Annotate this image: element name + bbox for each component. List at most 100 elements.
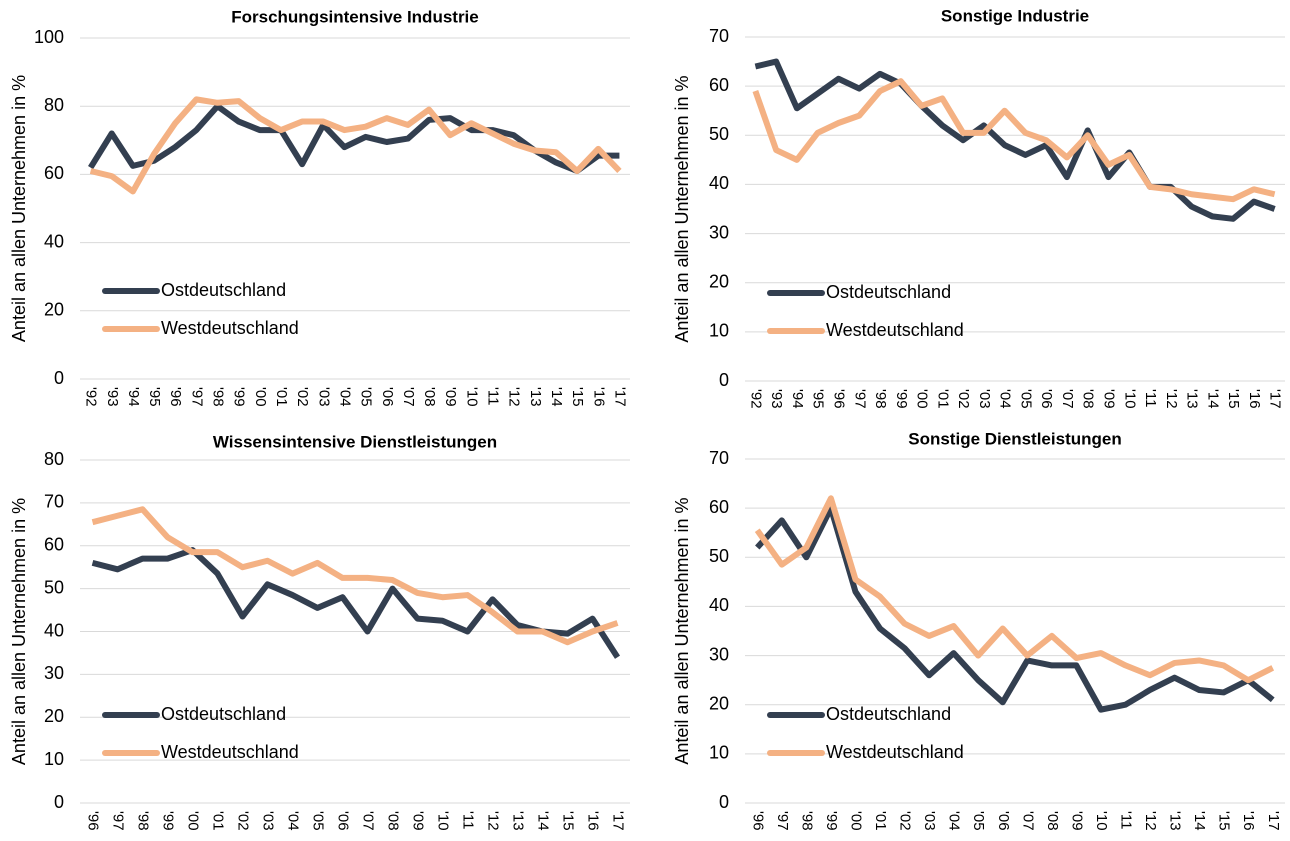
x-tick-label: '98 (798, 811, 815, 831)
x-tick-label: '17 (611, 387, 628, 407)
x-tick-label: '00 (252, 387, 269, 407)
x-tick-label: '03 (260, 811, 277, 831)
series-line (91, 547, 621, 659)
y-tick-label: 100 (34, 27, 64, 47)
y-tick-label: 20 (709, 271, 729, 291)
y-tick-label: 10 (44, 749, 64, 769)
y-tick-label: 20 (44, 300, 64, 320)
x-tick-label: '10 (463, 387, 480, 407)
y-tick-label: 30 (44, 663, 64, 683)
x-tick-label: '15 (1225, 389, 1242, 409)
x-tick-label: '94 (125, 387, 142, 407)
legend-label: Ostdeutschland (826, 704, 951, 724)
x-tick-label: '10 (1093, 811, 1110, 831)
x-tick-label: '04 (997, 389, 1014, 409)
y-tick-label: 0 (719, 370, 729, 390)
x-tick-label: '98 (135, 811, 152, 831)
x-tick-label: '17 (610, 811, 627, 831)
x-tick-label: '97 (774, 811, 791, 831)
legend-label: Ostdeutschland (826, 282, 951, 302)
x-tick-label: '09 (442, 387, 459, 407)
x-tick-label: '10 (1121, 389, 1138, 409)
x-tick-label: '93 (768, 389, 785, 409)
x-tick-label: '03 (921, 811, 938, 831)
x-tick-label: '11 (460, 811, 477, 829)
x-tick-label: '17 (1265, 811, 1282, 831)
x-tick-label: '07 (1019, 811, 1036, 831)
x-tick-label: '16 (1246, 389, 1263, 409)
x-tick-label: '15 (569, 387, 586, 407)
x-tick-label: '02 (897, 811, 914, 831)
x-tick-label: '16 (590, 387, 607, 407)
x-tick-label: '99 (160, 811, 177, 831)
legend-label: Ostdeutschland (161, 704, 286, 724)
y-tick-label: 70 (709, 448, 729, 468)
x-tick-label: '06 (335, 811, 352, 831)
y-axis-label: Anteil an allen Unternehmen in % (9, 498, 29, 765)
y-axis-label: Anteil an allen Unternehmen in % (672, 497, 692, 764)
chart-title: Forschungsintensive Industrie (231, 7, 479, 26)
series-line (754, 495, 1275, 684)
y-tick-label: 20 (709, 693, 729, 713)
x-tick-label: '07 (400, 387, 417, 407)
x-tick-label: '98 (210, 387, 227, 407)
series-line (755, 505, 1275, 713)
x-tick-label: '00 (847, 811, 864, 831)
x-tick-label: '03 (976, 389, 993, 409)
y-tick-label: 40 (709, 173, 729, 193)
legend-label: Westdeutschland (826, 742, 964, 762)
series-line (754, 58, 1276, 222)
x-tick-label: '92 (747, 389, 764, 409)
x-tick-label: '12 (1163, 389, 1180, 409)
x-tick-label: '11 (1117, 811, 1134, 829)
y-tick-label: 60 (44, 163, 64, 183)
x-tick-label: '04 (285, 811, 302, 831)
x-tick-label: '95 (810, 389, 827, 409)
y-tick-label: 0 (719, 792, 729, 812)
x-tick-label: '97 (110, 811, 127, 831)
y-tick-label: 50 (709, 546, 729, 566)
series-line (752, 78, 1276, 203)
x-tick-label: '04 (336, 387, 353, 407)
y-tick-label: 10 (709, 743, 729, 763)
x-tick-label: '14 (1191, 811, 1208, 831)
x-tick-label: '99 (893, 389, 910, 409)
x-tick-label: '02 (955, 389, 972, 409)
x-tick-label: '05 (310, 811, 327, 831)
x-tick-label: '16 (1240, 811, 1257, 831)
x-tick-label: '08 (421, 387, 438, 407)
y-axis-label: Anteil an allen Unternehmen in % (9, 75, 29, 342)
x-tick-label: '08 (1044, 811, 1061, 831)
x-tick-label: '13 (1184, 389, 1201, 409)
x-tick-label: '02 (235, 811, 252, 831)
x-tick-label: '04 (946, 811, 963, 831)
y-tick-label: 40 (44, 620, 64, 640)
y-tick-label: 30 (709, 644, 729, 664)
y-tick-label: 40 (709, 595, 729, 615)
series-line (91, 506, 619, 646)
x-tick-label: '11 (485, 387, 502, 405)
y-tick-label: 30 (709, 222, 729, 242)
x-tick-label: '95 (146, 387, 163, 407)
x-tick-label: '16 (585, 811, 602, 831)
chart-title: Wissensintensive Dienstleistungen (213, 432, 497, 451)
x-tick-label: '01 (273, 387, 290, 407)
x-tick-label: '13 (510, 811, 527, 831)
x-tick-label: '11 (1142, 389, 1159, 407)
x-tick-label: '14 (535, 811, 552, 831)
legend-label: Westdeutschland (161, 318, 299, 338)
x-tick-label: '13 (1167, 811, 1184, 831)
x-tick-label: '03 (315, 387, 332, 407)
x-tick-label: '05 (358, 387, 375, 407)
x-tick-label: '12 (1142, 811, 1159, 831)
y-tick-label: 80 (44, 449, 64, 469)
x-tick-label: '96 (85, 811, 102, 831)
x-tick-label: '12 (506, 387, 523, 407)
y-tick-label: 70 (709, 26, 729, 46)
series-line (89, 96, 622, 195)
x-tick-label: '08 (1080, 389, 1097, 409)
x-tick-label: '01 (934, 389, 951, 409)
x-tick-label: '10 (435, 811, 452, 831)
x-tick-label: '09 (1100, 389, 1117, 409)
